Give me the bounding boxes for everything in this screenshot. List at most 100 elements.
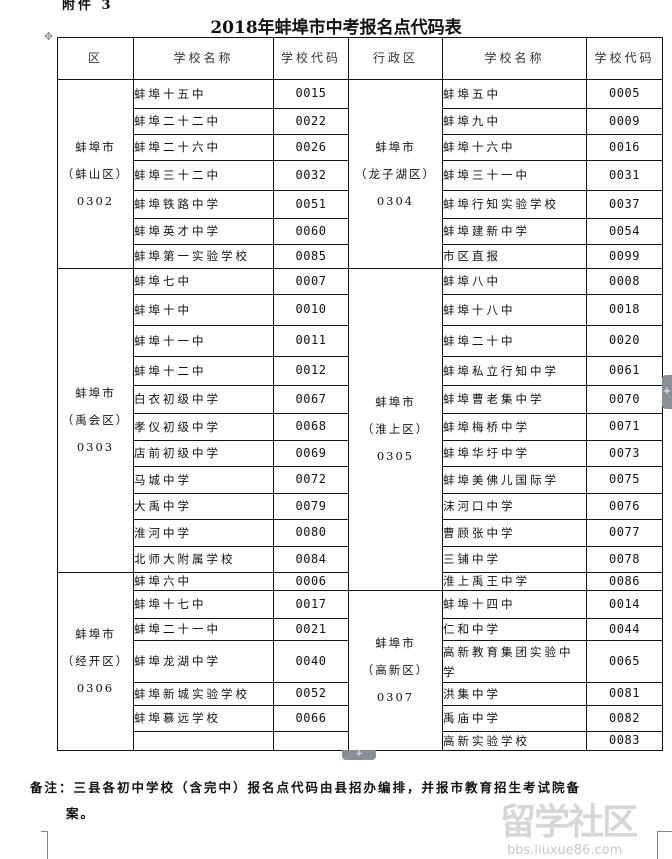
school-name-cell: 蚌埠行知实验学校 <box>442 190 587 219</box>
district-code: 0303 <box>76 440 115 454</box>
school-name-cell: 淮上禹王中学 <box>442 572 587 591</box>
school-code-cell: 0005 <box>586 79 663 109</box>
table-row: 高新实验学校 0083 <box>58 731 663 751</box>
school-code-cell: 0084 <box>273 546 349 573</box>
footnote: 备注：三县各初中学校（含完中）报名点代码由县招办编排，并报市教育招生考试院备 案… <box>30 775 660 827</box>
table-row: 蚌埠第一实验学校 0085 市区直报 0099 <box>58 244 663 269</box>
watermark-url: bbs.liuxue86.com <box>507 843 623 858</box>
school-code-cell: 0080 <box>273 519 349 547</box>
school-code-cell: 0085 <box>273 244 349 269</box>
school-code-cell: 0061 <box>586 356 663 386</box>
school-name-cell: 禹庙中学 <box>442 705 587 732</box>
table-row: 蚌埠龙湖中学 0040 高新教育集团实验中学 0065 <box>58 640 663 683</box>
school-name-cell: 蚌埠三十一中 <box>442 160 587 191</box>
school-code-cell: 0060 <box>273 218 349 245</box>
header-cell: 学校代码 <box>586 37 663 80</box>
school-name-cell: 蚌埠华圩中学 <box>442 440 587 467</box>
table-row: 蚌埠二十一中 0021 仁和中学 0044 <box>58 618 663 641</box>
school-code-cell: 0052 <box>273 682 349 706</box>
school-name-cell: 马城中学 <box>133 466 274 494</box>
footnote-text: 备注：三县各初中学校（含完中）报名点代码由县招办编排，并报市教育招生考试院备 <box>30 780 582 795</box>
school-code-cell: 0066 <box>273 705 349 732</box>
district-code: 0305 <box>376 449 415 463</box>
school-name-cell: 蚌埠梅桥中学 <box>442 413 587 441</box>
district-code: 0304 <box>376 193 415 208</box>
table-move-handle-icon[interactable]: ✥ <box>44 30 54 43</box>
district-name: （淮上区） <box>361 422 430 436</box>
school-name-cell: 三铺中学 <box>442 546 587 573</box>
school-name-cell: 蚌埠建新中学 <box>442 218 587 245</box>
table-row: 蚌埠十一中 0011 蚌埠二十中 0020 <box>58 325 663 357</box>
school-code-cell: 0020 <box>586 325 663 357</box>
school-name-cell: 蚌埠十四中 <box>442 590 587 619</box>
school-name-cell: 蚌埠十五中 <box>133 79 274 109</box>
school-code-cell: 0079 <box>273 493 349 520</box>
district-city: 蚌埠市 <box>75 139 116 154</box>
document-title: 2018年蚌埠市中考报名点代码表 <box>210 18 462 38</box>
school-name-cell: 大禹中学 <box>133 493 274 520</box>
school-code-cell: 0078 <box>586 546 663 573</box>
header-cell: 学校名称 <box>442 37 587 80</box>
school-name-cell: 蚌埠十八中 <box>442 294 587 326</box>
district-name: （经开区） <box>61 654 130 668</box>
district-name: （龙子湖区） <box>355 166 436 181</box>
header-cell: 学校代码 <box>273 37 349 80</box>
add-row-button[interactable]: + <box>342 750 376 760</box>
school-code-cell: 0082 <box>586 705 663 732</box>
school-name-cell: 蚌埠十二中 <box>133 356 274 386</box>
school-name-cell: 蚌埠私立行知中学 <box>442 356 587 386</box>
school-code-cell: 0017 <box>273 590 349 619</box>
school-code-cell: 0021 <box>273 618 349 641</box>
add-column-button[interactable]: + <box>662 375 672 409</box>
school-code-cell: 0070 <box>586 385 663 414</box>
school-code-cell: 0007 <box>273 268 349 295</box>
school-code-cell: 0014 <box>586 590 663 619</box>
school-code-cell: 0032 <box>273 160 349 191</box>
school-code-cell: 0073 <box>586 440 663 467</box>
school-name-cell: 高新实验学校 <box>442 731 587 751</box>
school-name-cell: 蚌埠二十六中 <box>133 134 274 161</box>
school-code-cell: 0083 <box>586 731 663 751</box>
school-name-cell: 孝仪初级中学 <box>133 413 274 441</box>
table-row: 蚌埠二十六中 0026 蚌埠十六中 0016 <box>58 134 663 161</box>
school-code-cell: 0086 <box>586 572 663 591</box>
school-code-cell <box>273 731 349 751</box>
district-name: （高新区） <box>361 663 430 677</box>
table-row: 店前初级中学 0069 蚌埠华圩中学 0073 <box>58 440 663 467</box>
school-name-cell: 淮河中学 <box>133 519 274 547</box>
school-code-cell: 0044 <box>586 618 663 641</box>
school-code-cell: 0075 <box>586 466 663 494</box>
district-cell: 蚌埠市 （龙子湖区） 0304 <box>348 79 443 269</box>
district-cell: 蚌埠市 （淮上区） 0305 <box>348 268 443 591</box>
school-name-cell: 洪集中学 <box>442 682 587 706</box>
table-row: 蚌埠新城实验学校 0052 洪集中学 0081 <box>58 682 663 706</box>
school-name-cell: 蚌埠新城实验学校 <box>133 682 274 706</box>
school-name-cell <box>133 731 274 751</box>
school-code-cell: 0011 <box>273 325 349 357</box>
school-name-cell: 蚌埠九中 <box>442 108 587 135</box>
district-city: 蚌埠市 <box>375 395 416 409</box>
footnote-continuation: 案。 <box>66 806 96 821</box>
school-code-cell: 0009 <box>586 108 663 135</box>
school-name-cell: 蚌埠三十二中 <box>133 160 274 191</box>
district-code: 0306 <box>76 681 115 695</box>
school-name-cell: 蚌埠二十二中 <box>133 108 274 135</box>
district-code: 0307 <box>376 690 415 704</box>
table-row: 蚌埠二十二中 0022 蚌埠九中 0009 <box>58 108 663 135</box>
school-code-cell: 0054 <box>586 218 663 245</box>
school-name-cell: 蚌埠十七中 <box>133 590 274 619</box>
school-name-cell: 蚌埠五中 <box>442 79 587 109</box>
table-row: 蚌埠慕远学校 0066 禹庙中学 0082 <box>58 705 663 732</box>
attachment-label: 附件 3 <box>62 0 114 13</box>
table-row: 蚌埠三十二中 0032 蚌埠三十一中 0031 <box>58 160 663 191</box>
code-table: 区 学校名称 学校代码 行政区 学校名称 学校代码 蚌埠市 （蚌山区） 0302 蚌埠… <box>57 37 663 751</box>
table-row: 蚌埠市 （蚌山区） 0302 蚌埠十五中 0015 蚌埠市 （龙子湖区） 0304 蚌埠五中 00… <box>57 79 663 269</box>
table-row: 北师大附属学校 0084 三铺中学 0078 <box>58 546 663 573</box>
table-row: 孝仪初级中学 0068 蚌埠梅桥中学 0071 <box>58 413 663 441</box>
school-code-cell: 0040 <box>273 640 349 683</box>
district-cell: 蚌埠市 （经开区） 0306 <box>57 572 134 751</box>
school-code-cell: 0067 <box>273 385 349 414</box>
table-row: 淮河中学 0080 曹顾张中学 0077 <box>58 519 663 547</box>
school-name-cell: 蚌埠二十中 <box>442 325 587 357</box>
school-code-cell: 0077 <box>586 519 663 547</box>
